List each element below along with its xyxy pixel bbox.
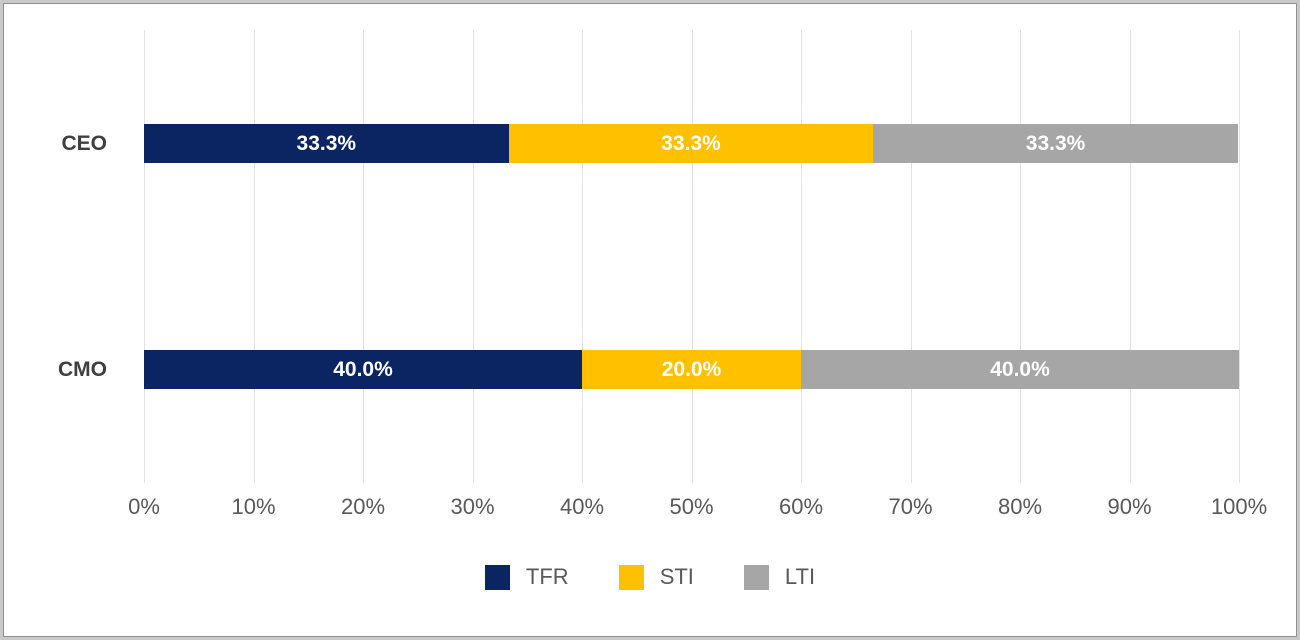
bar-segment-sti: 33.3% bbox=[508, 124, 874, 163]
bar-data-label: 33.3% bbox=[296, 131, 357, 155]
x-tick-label: 90% bbox=[1107, 494, 1152, 519]
legend-swatch-icon bbox=[484, 564, 510, 590]
legend-swatch-icon bbox=[743, 564, 769, 590]
gridline bbox=[582, 30, 583, 483]
x-tick-label: 80% bbox=[997, 494, 1043, 519]
bar-row-ceo: 33.3% 33.3% 33.3% bbox=[144, 124, 1239, 163]
gridline bbox=[1129, 30, 1131, 483]
gridline bbox=[363, 30, 364, 483]
legend-swatch-icon bbox=[618, 564, 644, 590]
x-tick-label: 60% bbox=[778, 494, 824, 519]
gridline bbox=[253, 30, 255, 483]
gridline bbox=[144, 30, 145, 483]
bar-data-label: 33.3% bbox=[661, 131, 721, 155]
bar-segment-lti: 40.0% bbox=[801, 350, 1239, 389]
gridline bbox=[1239, 30, 1240, 483]
bar-row-cmo: 40.0% 20.0% 40.0% bbox=[144, 350, 1239, 389]
legend-item-sti: STI bbox=[618, 564, 694, 590]
gridline bbox=[472, 30, 474, 483]
category-label-ceo: CEO bbox=[61, 132, 107, 155]
bar-data-label: 40.0% bbox=[333, 357, 393, 381]
bar-segment-sti: 20.0% bbox=[582, 350, 801, 389]
x-tick-label: 100% bbox=[1210, 494, 1268, 519]
category-label-cmo: CMO bbox=[58, 358, 107, 381]
bar-segment-tfr: 40.0% bbox=[144, 350, 582, 389]
legend-item-tfr: TFR bbox=[484, 564, 569, 590]
bar-segment-lti: 33.3% bbox=[873, 124, 1238, 163]
bar-data-label: 40.0% bbox=[990, 357, 1050, 381]
x-tick-label: 0% bbox=[128, 494, 160, 519]
x-tick-label: 50% bbox=[669, 494, 714, 519]
bar-segment-tfr: 33.3% bbox=[144, 124, 509, 163]
gridline bbox=[1020, 30, 1021, 483]
legend-label: TFR bbox=[525, 564, 569, 589]
x-tick-label: 40% bbox=[559, 494, 605, 519]
x-tick-label: 70% bbox=[888, 494, 933, 519]
legend-label: STI bbox=[659, 564, 694, 589]
x-tick-label: 20% bbox=[340, 494, 386, 519]
legend-label: LTI bbox=[784, 564, 816, 589]
legend: TFR STI LTI bbox=[0, 564, 1300, 590]
x-axis-ticks: 0% 10% 20% 30% 40% 50% 60% 70% 80% 90% 100% bbox=[128, 494, 1267, 522]
x-tick-label: 30% bbox=[450, 494, 495, 519]
x-tick-label: 10% bbox=[231, 494, 276, 519]
bar-data-label: 33.3% bbox=[1025, 131, 1086, 155]
gridline bbox=[691, 30, 693, 483]
plot-area: 33.3% 33.3% 33.3% 40.0% 20.0% 40.0% bbox=[144, 30, 1240, 483]
legend-item-lti: LTI bbox=[743, 564, 816, 590]
gridline bbox=[801, 30, 802, 483]
bar-data-label: 20.0% bbox=[661, 357, 722, 381]
gridline bbox=[910, 30, 912, 483]
